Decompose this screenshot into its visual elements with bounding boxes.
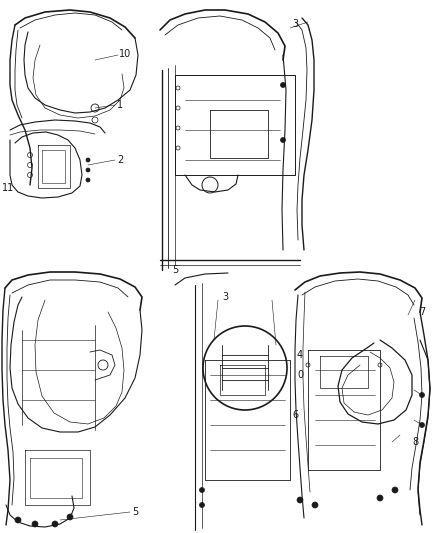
Text: 10: 10 bbox=[119, 49, 131, 59]
Text: 3: 3 bbox=[222, 292, 228, 302]
Circle shape bbox=[312, 502, 318, 508]
Text: 7: 7 bbox=[419, 307, 425, 317]
Circle shape bbox=[86, 178, 90, 182]
Circle shape bbox=[67, 514, 73, 520]
Text: 8: 8 bbox=[412, 437, 418, 447]
Circle shape bbox=[377, 495, 383, 501]
Circle shape bbox=[199, 503, 205, 507]
Circle shape bbox=[86, 158, 90, 162]
Circle shape bbox=[420, 423, 424, 427]
Circle shape bbox=[280, 138, 286, 142]
Circle shape bbox=[392, 487, 398, 493]
Circle shape bbox=[280, 83, 286, 87]
Circle shape bbox=[297, 497, 303, 503]
Text: 6: 6 bbox=[292, 410, 298, 420]
Text: 1: 1 bbox=[117, 100, 123, 110]
Circle shape bbox=[15, 517, 21, 523]
Circle shape bbox=[199, 488, 205, 492]
Text: 2: 2 bbox=[117, 155, 123, 165]
Text: 3: 3 bbox=[292, 19, 298, 29]
Text: 0: 0 bbox=[297, 370, 303, 380]
Text: 5: 5 bbox=[132, 507, 138, 517]
Text: 11: 11 bbox=[2, 183, 14, 193]
Circle shape bbox=[86, 168, 90, 172]
Text: 4: 4 bbox=[297, 350, 303, 360]
Circle shape bbox=[32, 521, 38, 527]
Text: 5: 5 bbox=[172, 265, 178, 275]
Circle shape bbox=[52, 521, 58, 527]
Circle shape bbox=[420, 392, 424, 398]
